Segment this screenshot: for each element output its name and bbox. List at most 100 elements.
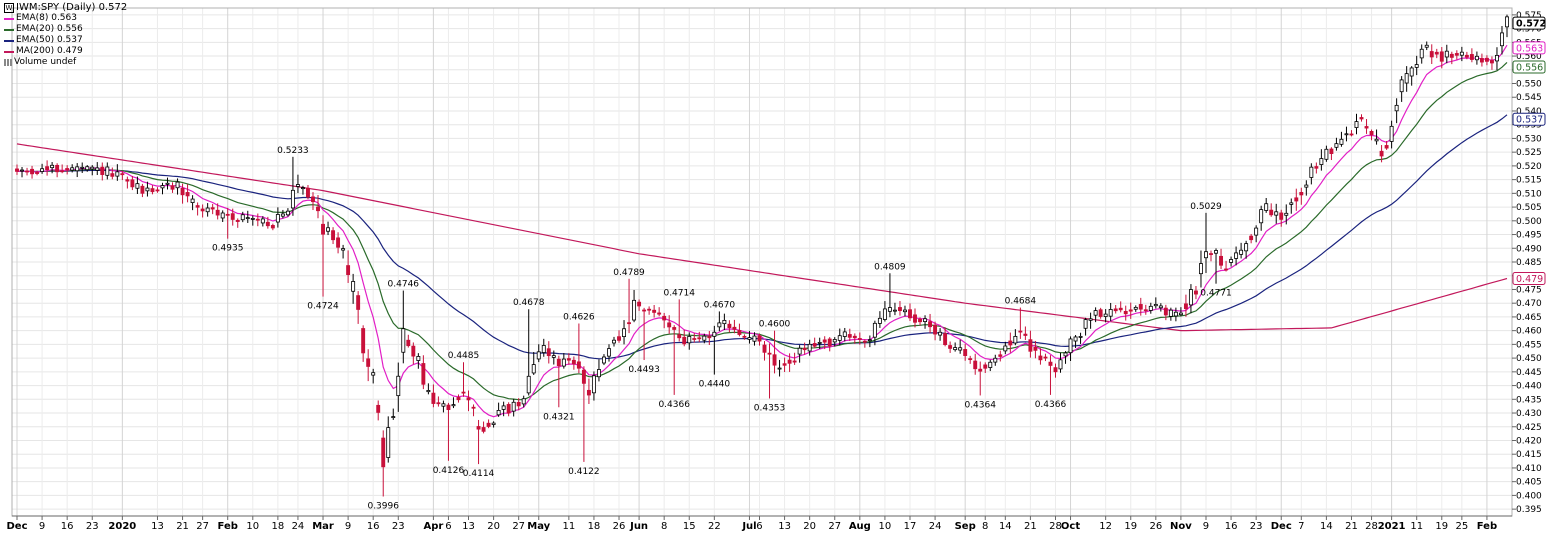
candle-body <box>311 196 315 203</box>
x-tick-label: 20 <box>803 521 816 532</box>
candle-body <box>988 361 993 368</box>
x-tick-label: 7 <box>1298 521 1304 532</box>
candle-body <box>145 187 150 192</box>
candle-body <box>1339 138 1344 145</box>
x-tick-label: 21 <box>176 521 189 532</box>
candle-body <box>1294 197 1299 202</box>
candle-body <box>250 218 255 220</box>
x-tick-label: 18 <box>588 521 601 532</box>
candle-body <box>682 336 687 345</box>
candle-body <box>95 167 100 171</box>
candle-body <box>1354 121 1359 128</box>
y-tick-label: 0.435 <box>1516 395 1542 405</box>
y-tick-label: 0.440 <box>1516 382 1542 392</box>
y-tick-label: 0.455 <box>1516 340 1542 350</box>
x-tick-label: Mar <box>312 521 334 532</box>
price-annotation: 0.4670 <box>704 300 736 310</box>
y-tick-label: 0.430 <box>1516 409 1542 419</box>
candle-body <box>115 171 120 177</box>
candle-body <box>602 356 606 364</box>
candle-body <box>561 358 566 367</box>
x-tick-label: 22 <box>708 521 721 532</box>
candle-body <box>1500 32 1504 47</box>
candle-body <box>1244 243 1249 252</box>
x-tick-label: 23 <box>392 521 405 532</box>
candle-body <box>466 397 471 401</box>
candle-body <box>295 184 300 187</box>
price-annotation: 0.4353 <box>754 403 786 413</box>
x-axis: Dec 9 16 23 2020 13 21 27 Feb 10 18 24 Mar 9 16 23 Apr 6 1… <box>6 515 1512 532</box>
candle-body <box>220 212 225 219</box>
price-tag-label: 0.537 <box>1516 115 1543 126</box>
ema8-line <box>16 44 1508 418</box>
ema20-line <box>16 61 1508 401</box>
x-tick-label: May <box>527 521 550 532</box>
candle-body <box>175 181 180 189</box>
x-tick-label: 13 <box>151 521 164 532</box>
x-tick-label: 2021 <box>1378 521 1406 532</box>
candle-body <box>25 170 29 173</box>
candle-body <box>160 185 165 189</box>
price-tag-box <box>1512 16 1546 30</box>
candle-body <box>772 354 777 366</box>
candle-body <box>331 230 336 241</box>
candle-body <box>511 401 516 412</box>
candle-body <box>792 360 797 363</box>
candle-body <box>777 367 782 370</box>
candle-body <box>1249 235 1254 241</box>
x-tick-label: 6 <box>445 521 451 532</box>
candle-body <box>1329 148 1334 154</box>
price-annotation: 0.4626 <box>563 313 595 323</box>
y-axis: 0.395 0.400 0.405 0.410 0.415 0.420 0.425 0.430… <box>1512 11 1546 515</box>
candle-body <box>421 363 426 385</box>
candle-body <box>521 398 526 405</box>
price-annotation: 0.5233 <box>277 146 309 156</box>
candle-body <box>747 337 752 340</box>
candle-body <box>1419 48 1424 59</box>
candle-body <box>406 339 411 347</box>
candle-body <box>245 217 250 220</box>
price-tag-label: 0.563 <box>1516 43 1543 54</box>
candle-body <box>391 416 396 418</box>
candle-body <box>1274 211 1279 216</box>
candle-body <box>898 307 902 312</box>
candle-body <box>90 166 95 170</box>
candle-body <box>581 369 586 384</box>
candle-body <box>1068 338 1073 354</box>
price-annotation: 0.4678 <box>513 298 545 308</box>
candle-body <box>872 322 877 338</box>
candle-body <box>431 392 436 404</box>
candle-body <box>983 364 988 369</box>
candle-body <box>1284 212 1289 216</box>
candle-body <box>797 347 802 355</box>
candle-body <box>401 328 406 353</box>
candle-body <box>1369 131 1374 136</box>
candle-body <box>1364 126 1369 129</box>
candle-body <box>1344 133 1349 136</box>
candle-body <box>1309 166 1314 178</box>
candle-body <box>1123 310 1128 315</box>
candle-body <box>1183 303 1188 310</box>
x-tick-label: 10 <box>879 521 892 532</box>
candle-body <box>336 237 341 248</box>
x-tick-label: Feb <box>218 521 238 532</box>
candle-body <box>1219 255 1223 266</box>
candle-body <box>722 319 727 325</box>
candle-body <box>1464 54 1469 58</box>
candle-body <box>461 391 466 394</box>
candle-body <box>376 404 381 413</box>
candle-body <box>1359 117 1364 120</box>
candle-body <box>762 344 767 353</box>
x-tick-label: 9 <box>39 521 45 532</box>
price-annotation: 0.4493 <box>628 365 660 375</box>
candle-body <box>396 375 401 397</box>
x-tick-label: Oct <box>1061 521 1080 532</box>
candle-body <box>652 309 657 313</box>
legend-item-ema50: EMA(50) 0.537 <box>4 35 127 46</box>
candle-body <box>591 375 596 394</box>
candle-body <box>1148 305 1153 311</box>
candle-body <box>571 359 576 365</box>
candle-body <box>130 179 135 188</box>
candle-body <box>120 173 125 176</box>
